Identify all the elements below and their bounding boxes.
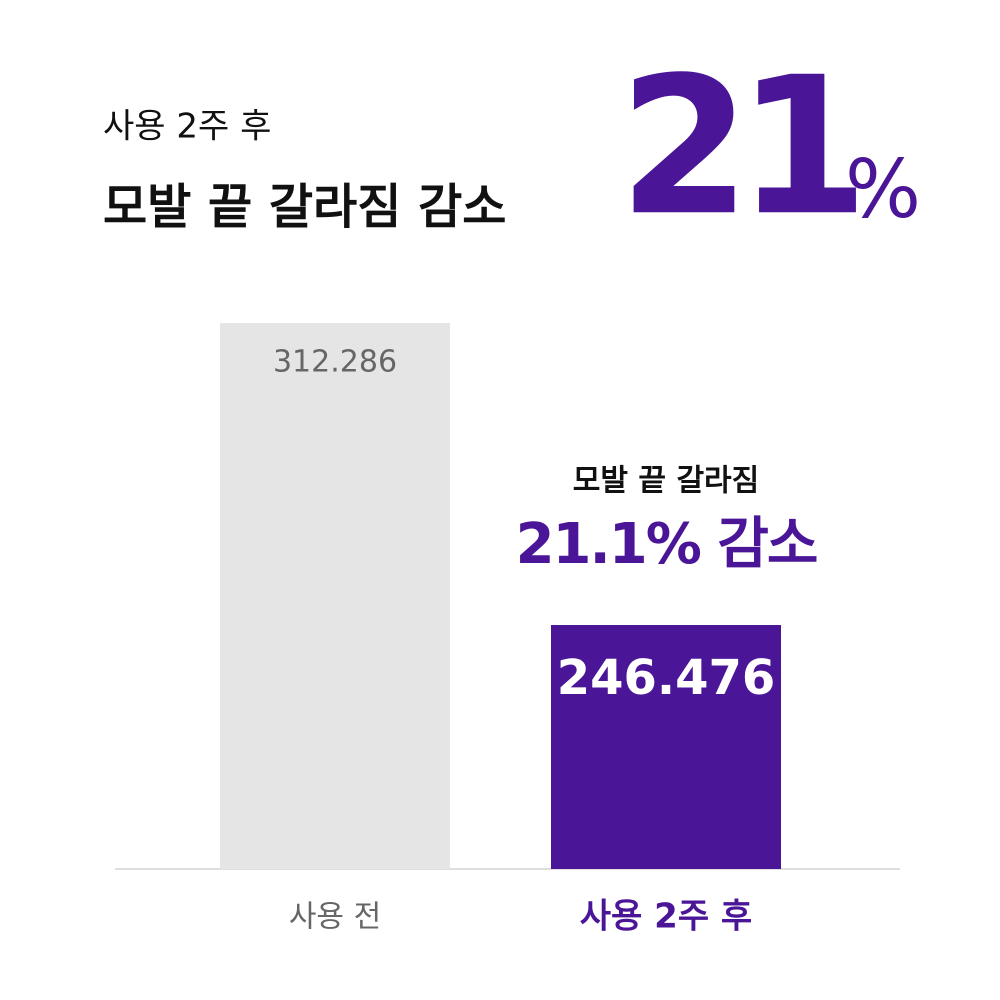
value-label: 246.476 (557, 650, 776, 706)
chart-subtitle: 사용 2주 후 (103, 107, 271, 147)
annotation: 21.1% 감소 (516, 512, 817, 577)
x-tick-label: 사용 전 (289, 900, 381, 935)
headline-unit: % (845, 143, 921, 236)
bar (551, 625, 781, 869)
chart-title: 모발 끝 갈라짐 감소 (103, 179, 506, 235)
value-label: 312.286 (273, 345, 397, 380)
x-tick-label: 사용 2주 후 (580, 897, 752, 937)
bar (220, 323, 450, 870)
headline: 21 (619, 36, 857, 257)
annotation: 모발 끝 갈라짐 (573, 464, 760, 499)
